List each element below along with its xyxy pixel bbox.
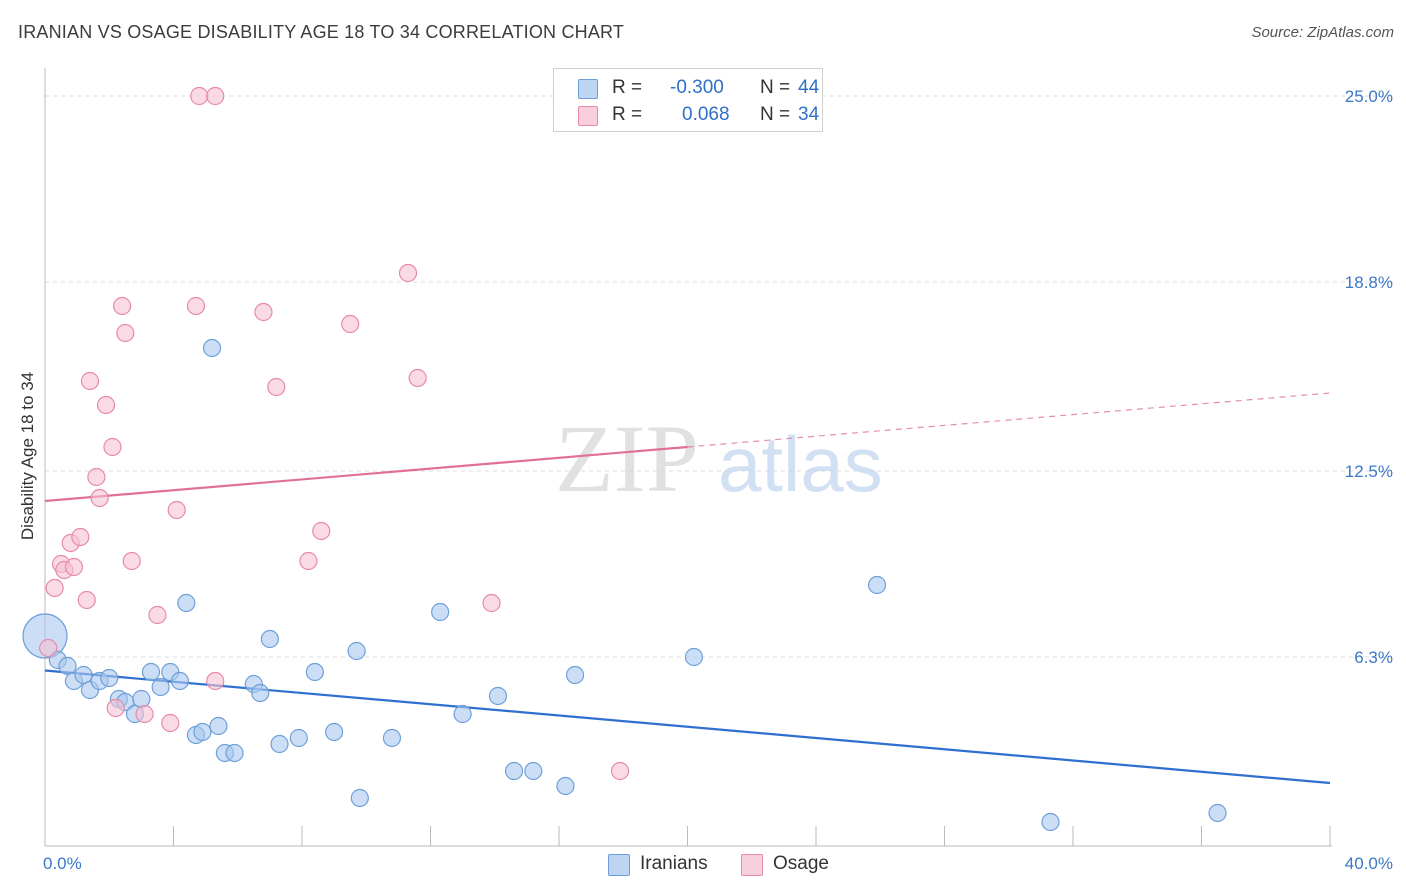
- point-osage: [45, 578, 64, 598]
- trend-line-iranians: [44, 669, 1331, 785]
- legend-n-label: N =: [760, 77, 791, 98]
- point-iranians: [209, 716, 228, 736]
- legend-n-value: 44: [798, 77, 820, 98]
- point-iranians: [350, 788, 369, 808]
- point-iranians: [100, 668, 119, 688]
- point-osage: [341, 314, 360, 334]
- tick-labels: 6.3% 12.5% 18.8% 25.0% 0.0% 40.0%: [43, 87, 1393, 873]
- point-osage: [96, 395, 116, 415]
- point-iranians: [488, 686, 508, 706]
- point-iranians: [289, 728, 308, 748]
- point-iranians: [74, 665, 93, 685]
- point-osage: [482, 593, 501, 613]
- bottom-legend-swatch-iranians: [608, 854, 630, 876]
- point-osage: [610, 761, 630, 781]
- trend-line-extension-osage: [687, 392, 1331, 448]
- point-osage: [90, 488, 109, 508]
- axes: [44, 68, 1332, 847]
- correlation-legend: R = -0.300 N = 44 R = 0.068 N = 34: [553, 68, 823, 132]
- point-iranians: [270, 734, 289, 754]
- y-tick-label: 6.3%: [1354, 648, 1393, 667]
- legend-swatch-iranians: [578, 79, 598, 99]
- point-osage: [122, 551, 141, 571]
- legend-n-value: 34: [798, 104, 820, 125]
- point-iranians: [305, 662, 324, 682]
- point-osage: [87, 467, 106, 487]
- point-osage: [77, 590, 96, 610]
- point-osage: [312, 521, 331, 541]
- watermark-atlas: atlas: [718, 420, 883, 508]
- y-axis-label: Disability Age 18 to 34: [18, 371, 37, 541]
- legend-r-value: -0.300: [670, 77, 724, 98]
- point-iranians: [202, 338, 222, 358]
- bottom-legend-label-iranians: Iranians: [640, 853, 708, 874]
- point-osage: [64, 557, 84, 577]
- point-osage: [190, 86, 209, 106]
- point-iranians: [251, 683, 270, 703]
- point-osage: [186, 296, 206, 316]
- chart-title: IRANIAN VS OSAGE DISABILITY AGE 18 TO 34…: [18, 22, 625, 42]
- point-iranians: [132, 689, 151, 709]
- point-iranians: [684, 647, 704, 667]
- point-iranians: [141, 662, 161, 682]
- point-iranians: [565, 665, 585, 685]
- data-points: [22, 86, 1227, 832]
- point-osage: [206, 671, 225, 691]
- point-osage: [167, 500, 186, 520]
- point-iranians: [193, 722, 212, 742]
- point-osage: [116, 323, 135, 343]
- point-iranians: [453, 704, 472, 724]
- point-iranians: [170, 671, 190, 691]
- point-osage: [254, 302, 273, 322]
- legend-r-label: R =: [612, 104, 643, 125]
- point-iranians: [58, 656, 77, 676]
- point-osage: [267, 377, 286, 397]
- point-iranians: [347, 641, 366, 661]
- point-osage: [112, 296, 132, 316]
- point-osage: [106, 698, 125, 718]
- bottom-legend-swatch-osage: [741, 854, 763, 876]
- point-osage: [408, 368, 427, 388]
- point-iranians: [1208, 803, 1227, 823]
- point-osage: [39, 638, 58, 658]
- point-iranians: [504, 761, 524, 781]
- point-osage: [161, 713, 180, 733]
- trend-line-osage: [44, 445, 688, 503]
- point-iranians: [556, 776, 575, 796]
- point-osage: [103, 437, 122, 457]
- legend-n-label: N =: [760, 104, 791, 125]
- point-osage: [80, 371, 100, 391]
- point-osage: [135, 704, 154, 724]
- point-osage: [206, 86, 225, 106]
- point-iranians: [325, 722, 344, 742]
- legend-swatch-osage: [578, 106, 598, 126]
- point-iranians: [1041, 812, 1060, 832]
- point-osage: [398, 263, 418, 283]
- legend-r-label: R =: [612, 77, 643, 98]
- bottom-legend-label-osage: Osage: [773, 853, 829, 874]
- watermark-zip: ZIP: [555, 405, 699, 512]
- point-iranians: [524, 761, 543, 781]
- point-iranians: [177, 593, 196, 613]
- x-tick-label: 40.0%: [1345, 854, 1393, 873]
- point-iranians: [382, 728, 402, 748]
- point-osage: [299, 551, 318, 571]
- y-tick-label: 12.5%: [1345, 462, 1393, 481]
- point-osage: [71, 527, 90, 547]
- chart-source: Source: ZipAtlas.com: [1251, 24, 1394, 41]
- point-osage: [148, 605, 167, 625]
- legend-r-value: 0.068: [682, 104, 730, 125]
- point-iranians: [151, 677, 170, 697]
- y-tick-label: 25.0%: [1345, 87, 1393, 106]
- point-iranians: [431, 602, 450, 622]
- point-iranians: [867, 575, 887, 595]
- grid-lines: [45, 95, 1392, 658]
- point-iranians: [260, 629, 279, 649]
- y-tick-label: 18.8%: [1345, 273, 1393, 292]
- point-iranians: [225, 743, 244, 763]
- x-tick-label: 0.0%: [43, 854, 82, 873]
